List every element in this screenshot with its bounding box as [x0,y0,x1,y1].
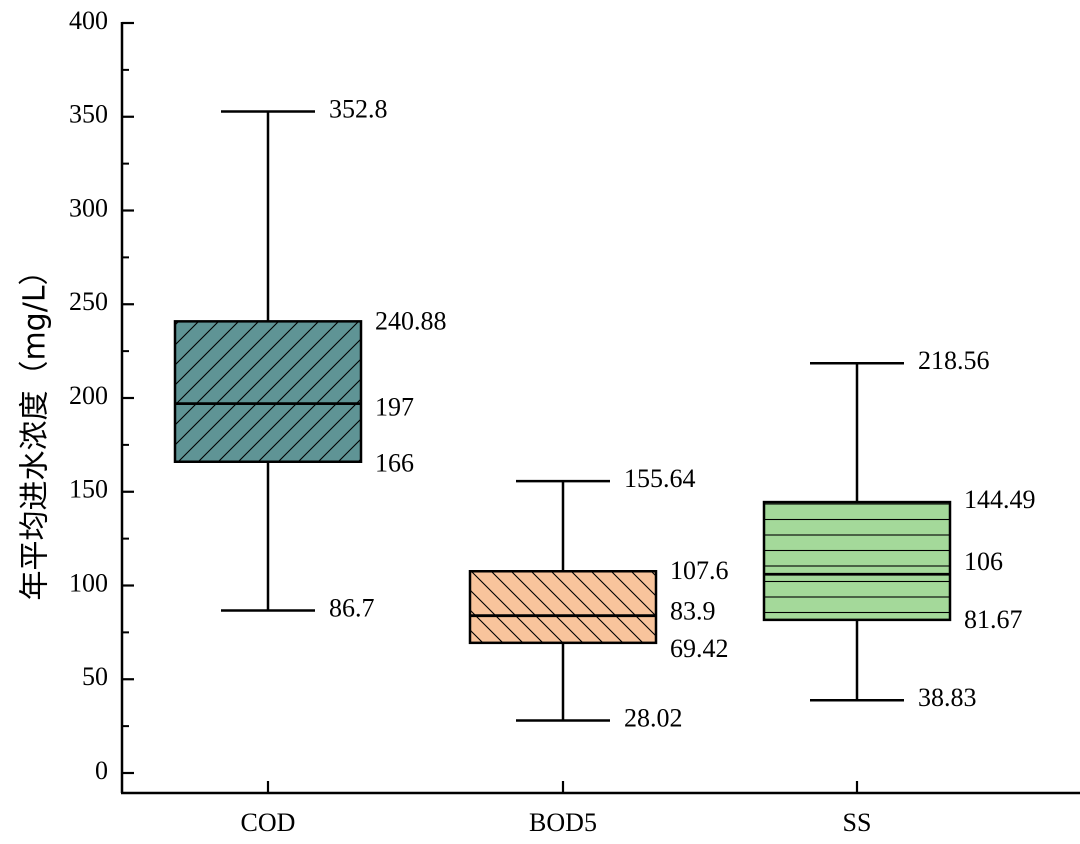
box-series: 352.8 240.88 197 166 86.7 155.64 107.6 83.9 69.4… [173,94,1036,732]
value-label-q3: 240.88 [375,306,447,335]
y-tick-label: 150 [69,475,108,504]
value-label-q3: 144.49 [964,485,1036,514]
value-label-min: 38.83 [918,683,977,712]
box-cod: 352.8 240.88 197 166 86.7 [173,94,447,622]
y-tick-label: 0 [95,756,108,785]
y-tick-label: 250 [69,287,108,316]
value-label-median: 197 [375,393,414,422]
box-body [468,570,658,645]
y-tick-label: 300 [69,193,108,222]
box-body [173,320,363,463]
value-label-q1: 69.42 [670,634,729,663]
value-label-max: 352.8 [329,94,388,123]
y-tick-label: 200 [69,381,108,410]
y-axis: 0 50 100 150 200 250 300 350 400 年平均进水浓度（mg/L） [18,6,134,793]
box-body [762,500,952,622]
x-category-label: SS [843,808,872,837]
value-label-median: 83.9 [670,597,716,626]
y-axis-label: 年平均进水浓度（mg/L） [18,255,53,600]
x-category-label: BOD5 [529,808,597,837]
value-label-min: 28.02 [624,703,683,732]
value-label-min: 86.7 [329,593,375,622]
value-label-max: 218.56 [918,346,990,375]
box-bod5: 155.64 107.6 83.9 69.42 28.02 [468,464,729,732]
value-label-q1: 166 [375,449,414,478]
box-ss: 218.56 144.49 106 81.67 38.83 [762,346,1036,712]
y-ticks: 0 50 100 150 200 250 300 350 400 [69,6,134,785]
x-axis: COD BOD5 SS [121,781,1080,837]
value-label-q3: 107.6 [670,556,729,585]
y-tick-label: 100 [69,568,108,597]
x-category-label: COD [241,808,296,837]
y-tick-label: 50 [82,662,108,691]
value-label-max: 155.64 [624,464,696,493]
value-label-q1: 81.67 [964,605,1023,634]
value-label-median: 106 [964,547,1003,576]
y-tick-label: 350 [69,100,108,129]
x-ticks: COD BOD5 SS [241,781,872,837]
y-tick-label: 400 [69,6,108,35]
